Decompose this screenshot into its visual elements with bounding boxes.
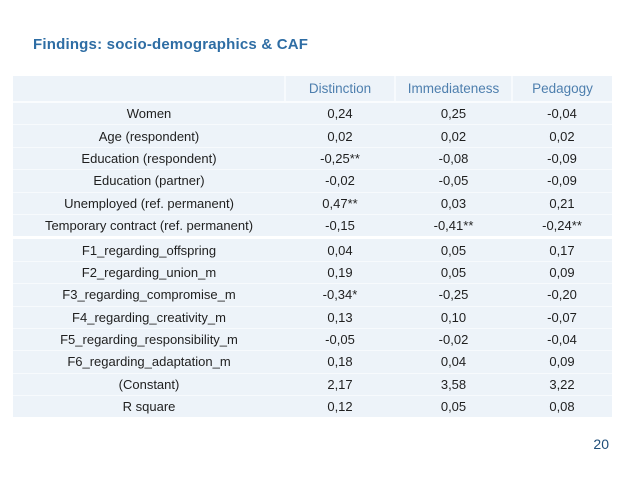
cell-value: 0,17	[512, 237, 612, 262]
cell-value: 0,05	[395, 237, 512, 262]
row-label: R square	[13, 395, 285, 418]
row-label: Age (respondent)	[13, 124, 285, 148]
cell-value: -0,20	[512, 283, 612, 307]
cell-value: 0,25	[395, 101, 512, 125]
table-row: F4_regarding_creativity_m 0,13 0,10 -0,07	[13, 305, 612, 329]
row-label: F3_regarding_compromise_m	[13, 283, 285, 307]
cell-value: 3,58	[395, 372, 512, 396]
cell-value: -0,24**	[512, 213, 612, 240]
table-row: Women 0,24 0,25 -0,04	[13, 101, 612, 125]
row-label: F1_regarding_offspring	[13, 237, 285, 262]
table-row: Unemployed (ref. permanent) 0,47** 0,03 0,2…	[13, 191, 612, 215]
cell-value: -0,25	[395, 283, 512, 307]
row-label: Education (respondent)	[13, 146, 285, 170]
cell-value: -0,41**	[395, 213, 512, 240]
cell-value: 0,04	[285, 237, 395, 262]
row-label: F4_regarding_creativity_m	[13, 305, 285, 329]
column-header-empty	[13, 76, 285, 103]
table-row: (Constant) 2,17 3,58 3,22	[13, 372, 612, 396]
cell-value: -0,02	[395, 327, 512, 351]
cell-value: -0,09	[512, 146, 612, 170]
table-row: F5_regarding_responsibility_m -0,05 -0,02-…	[13, 327, 612, 351]
cell-value: 0,09	[512, 350, 612, 374]
table-row: R square 0,12 0,05 0,08	[13, 395, 612, 418]
table-row: F2_regarding_union_m 0,19 0,05 0,09	[13, 260, 612, 284]
page-number: 20	[593, 436, 609, 452]
cell-value: 0,02	[512, 124, 612, 148]
cell-value: 0,03	[395, 191, 512, 215]
cell-value: -0,04	[512, 327, 612, 351]
row-label: Temporary contract (ref. permanent)	[13, 213, 285, 240]
row-label: F2_regarding_union_m	[13, 260, 285, 284]
cell-value: -0,15	[285, 213, 395, 240]
row-label: Unemployed (ref. permanent)	[13, 191, 285, 215]
table-row: Age (respondent) 0,02 0,02 0,02	[13, 124, 612, 148]
cell-value: 3,22	[512, 372, 612, 396]
column-header: Immediateness	[394, 76, 512, 103]
table-row: F6_regarding_adaptation_m 0,18 0,04 0,09	[13, 350, 612, 374]
table-row: Education (partner) -0,02 -0,05 -0,09	[13, 169, 612, 193]
cell-value: 0,02	[395, 124, 512, 148]
table-body: Women 0,24 0,25 -0,04 Age (respondent) 0,02 0,…	[13, 101, 612, 418]
cell-value: 0,24	[285, 101, 395, 125]
cell-value: 0,05	[395, 395, 512, 418]
table-header: Distinction Immediateness Pedagogy	[13, 76, 612, 103]
cell-value: 0,09	[512, 260, 612, 284]
row-label: Women	[13, 101, 285, 125]
cell-value: -0,25**	[285, 146, 395, 170]
cell-value: -0,09	[512, 169, 612, 193]
cell-value: 0,18	[285, 350, 395, 374]
cell-value: 0,47**	[285, 191, 395, 215]
cell-value: -0,05	[395, 169, 512, 193]
cell-value: 0,10	[395, 305, 512, 329]
cell-value: 0,05	[395, 260, 512, 284]
cell-value: 0,08	[512, 395, 612, 418]
cell-value: -0,07	[512, 305, 612, 329]
row-label: Education (partner)	[13, 169, 285, 193]
findings-table: Distinction Immediateness Pedagogy Women 0,…	[13, 76, 612, 418]
cell-value: -0,05	[285, 327, 395, 351]
table-row: F3_regarding_compromise_m -0,34* -0,25 -0,2…	[13, 283, 612, 307]
row-label: (Constant)	[13, 372, 285, 396]
row-label: F5_regarding_responsibility_m	[13, 327, 285, 351]
cell-value: -0,08	[395, 146, 512, 170]
table-row: Education (respondent) -0,25** -0,08 -0,09	[13, 146, 612, 170]
cell-value: 0,13	[285, 305, 395, 329]
cell-value: 0,04	[395, 350, 512, 374]
column-header: Distinction	[284, 76, 395, 103]
cell-value: 0,21	[512, 191, 612, 215]
table-row: Temporary contract (ref. permanent) -0,15…	[13, 213, 612, 240]
cell-value: 0,12	[285, 395, 395, 418]
cell-value: -0,04	[512, 101, 612, 125]
table-row: F1_regarding_offspring 0,04 0,05 0,17	[13, 237, 612, 262]
cell-value: -0,34*	[285, 283, 395, 307]
cell-value: 0,02	[285, 124, 395, 148]
table-header-row: Distinction Immediateness Pedagogy	[13, 76, 612, 103]
cell-value: -0,02	[285, 169, 395, 193]
cell-value: 2,17	[285, 372, 395, 396]
cell-value: 0,19	[285, 260, 395, 284]
slide-title: Findings: socio-demographics & CAF	[33, 36, 309, 53]
column-header: Pedagogy	[511, 76, 612, 103]
row-label: F6_regarding_adaptation_m	[13, 350, 285, 374]
